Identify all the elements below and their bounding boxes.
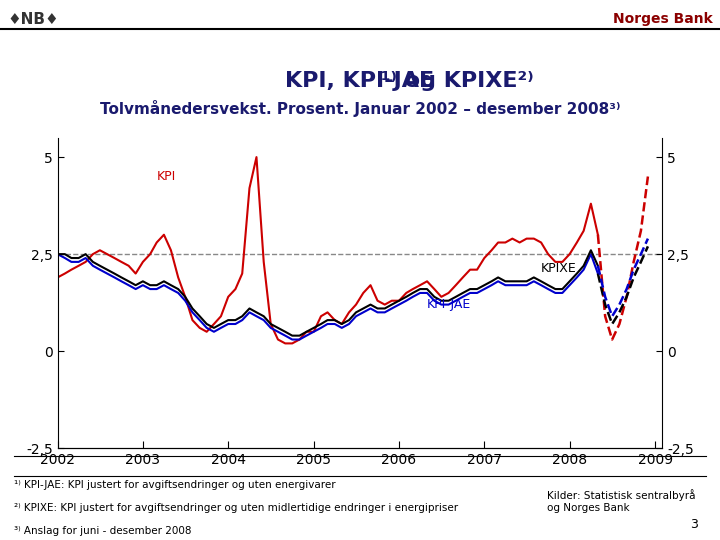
Text: KPI, KPI-JAE: KPI, KPI-JAE xyxy=(285,71,435,91)
Text: Kilder: Statistisk sentralbyrå
og Norges Bank: Kilder: Statistisk sentralbyrå og Norges… xyxy=(547,489,696,513)
Text: ³⁾ Anslag for juni - desember 2008: ³⁾ Anslag for juni - desember 2008 xyxy=(14,526,192,536)
Text: ¹⁾ KPI-JAE: KPI justert for avgiftsendringer og uten energivarer: ¹⁾ KPI-JAE: KPI justert for avgiftsendri… xyxy=(14,481,336,490)
Text: ²⁾ KPIXE: KPI justert for avgiftsendringer og uten midlertidige endringer i ener: ²⁾ KPIXE: KPI justert for avgiftsendring… xyxy=(14,503,459,514)
Text: KPIXE: KPIXE xyxy=(541,261,577,275)
Text: ¹⁾ og KPIXE²⁾: ¹⁾ og KPIXE²⁾ xyxy=(186,71,534,91)
Text: 3: 3 xyxy=(690,518,698,531)
Text: Norges Bank: Norges Bank xyxy=(613,12,713,26)
Text: Tolvmånedersvekst. Prosent. Januar 2002 – desember 2008³⁾: Tolvmånedersvekst. Prosent. Januar 2002 … xyxy=(100,100,620,117)
Text: KPI-JAE: KPI-JAE xyxy=(427,299,472,312)
Text: ♦NB♦: ♦NB♦ xyxy=(7,12,59,26)
Text: KPI: KPI xyxy=(157,171,176,184)
